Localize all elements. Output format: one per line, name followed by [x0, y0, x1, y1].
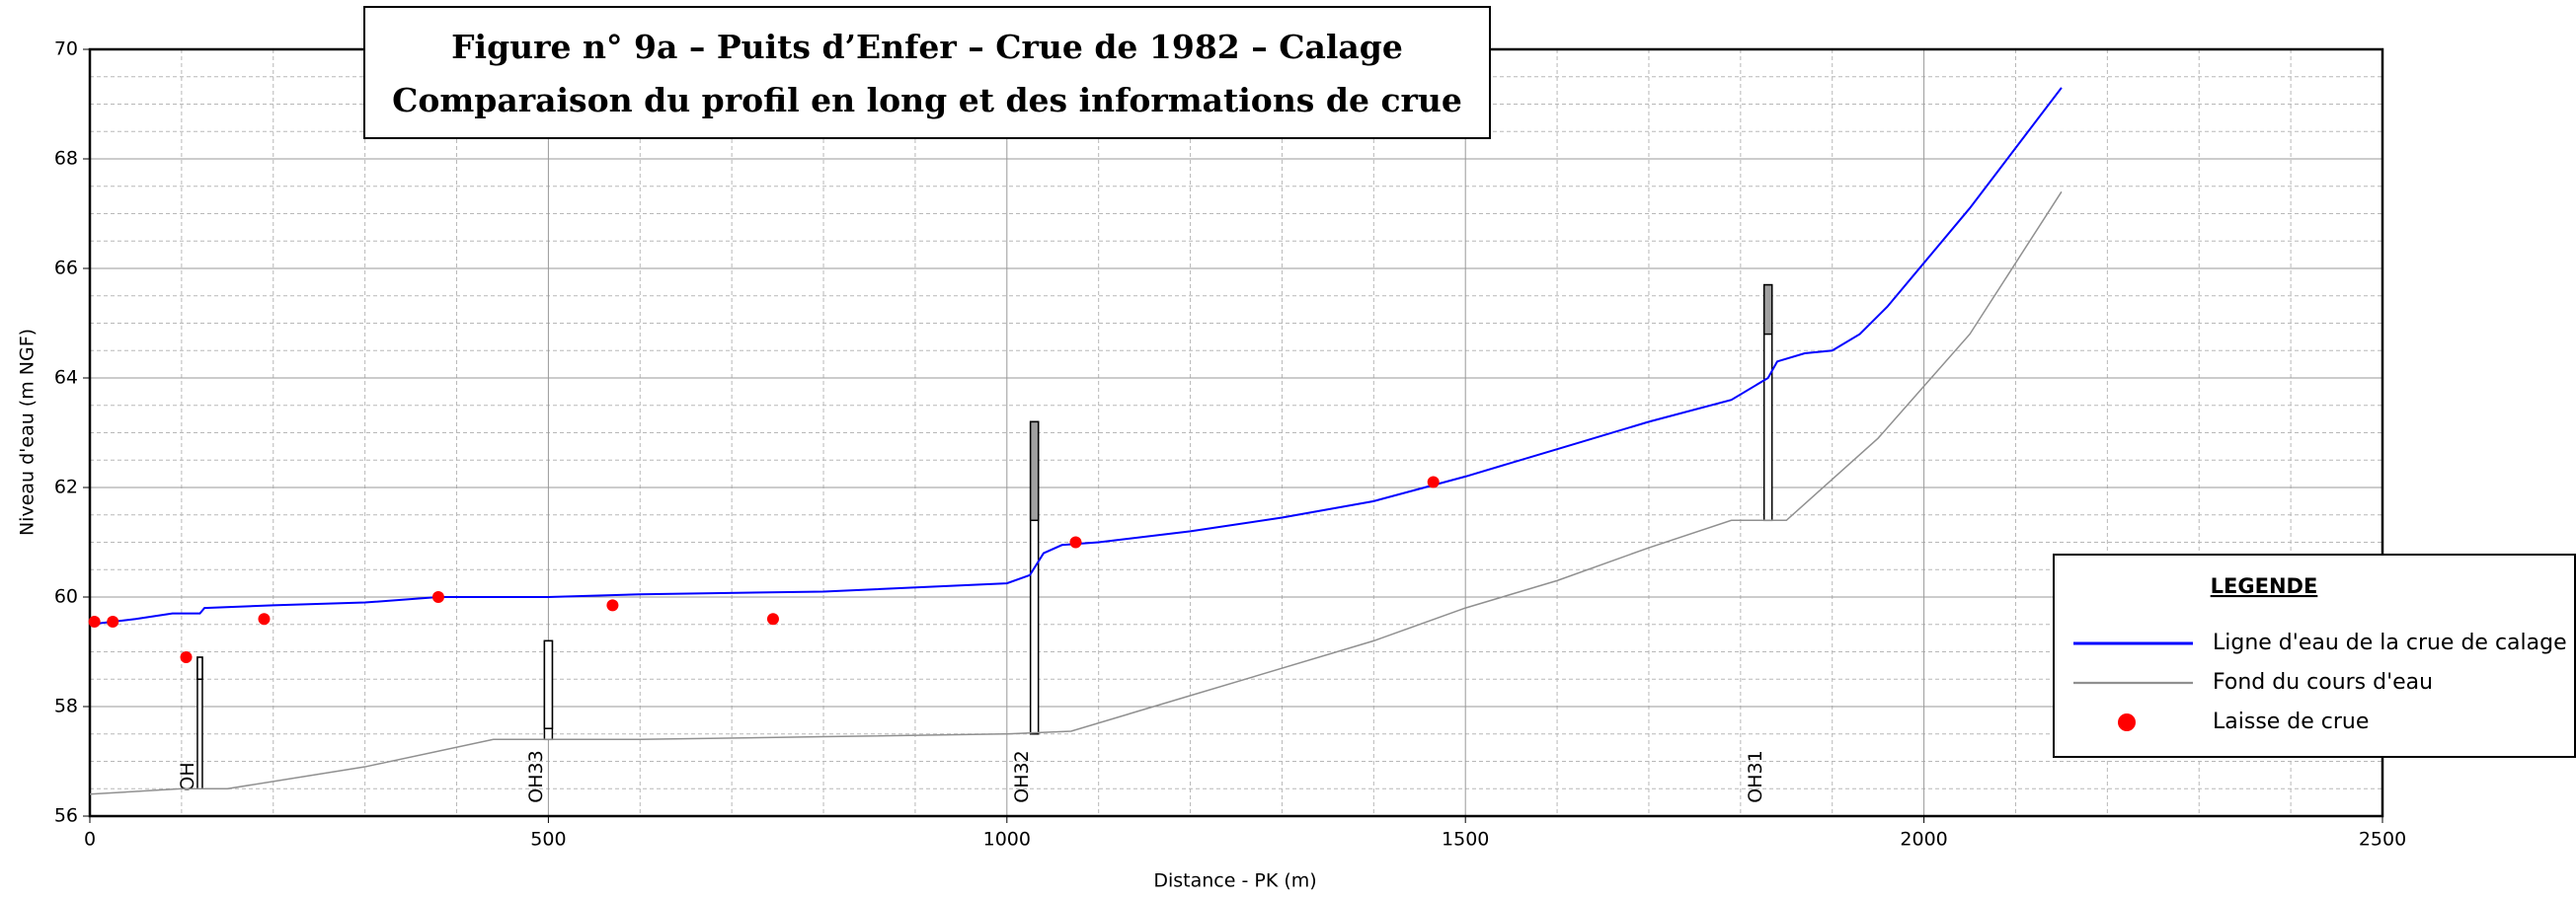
- x-tick-label: 0: [84, 829, 96, 851]
- structure-deck: [196, 656, 203, 680]
- x-tick-label: 1500: [1442, 829, 1489, 851]
- series-line: [89, 190, 2063, 795]
- y-tick-label: 60: [54, 586, 78, 608]
- data-point: [431, 591, 444, 603]
- data-point: [1427, 476, 1440, 488]
- chart-subtitle: Comparaison du profil en long et des inf…: [392, 81, 1462, 119]
- y-tick-label: 56: [54, 805, 78, 827]
- structure-deck: [1029, 420, 1040, 522]
- structure-deck: [1762, 283, 1773, 336]
- chart-title: Figure n° 9a – Puits d’Enfer – Crue de 1…: [451, 28, 1403, 66]
- structure-label: OH: [177, 762, 198, 790]
- y-tick-label: 64: [54, 367, 78, 389]
- legend-title: LEGENDE: [2211, 574, 2318, 598]
- legend: LEGENDE Ligne d'eau de la crue de calage…: [2053, 554, 2576, 758]
- legend-label: Fond du cours d'eau: [2213, 670, 2433, 695]
- legend-label: Ligne d'eau de la crue de calage: [2213, 631, 2567, 655]
- data-point: [606, 599, 619, 612]
- plot-frame: [88, 47, 2384, 818]
- structure-label: OH32: [1011, 750, 1033, 802]
- y-tick-label: 70: [54, 38, 78, 60]
- structure-label: OH33: [525, 750, 547, 802]
- x-axis-label: Distance - PK (m): [1153, 870, 1316, 892]
- x-tick-label: 1000: [983, 829, 1031, 851]
- y-tick-label: 68: [54, 148, 78, 170]
- structure-label: OH31: [1745, 750, 1766, 802]
- legend-label: Laisse de crue: [2213, 710, 2369, 734]
- plot-area: 0 500 1000 1500 2000 2500 56 58 60 62 64 66 68 70 OH OH…: [54, 38, 2406, 851]
- title-box: [363, 6, 1491, 139]
- x-tick-label: 2500: [2359, 829, 2406, 851]
- data-point: [88, 615, 101, 628]
- y-axis-label: Niveau d'eau (m NGF): [17, 329, 39, 536]
- data-point: [258, 613, 271, 626]
- x-tick-label: 2000: [1900, 829, 1947, 851]
- x-tick-label: 500: [530, 829, 566, 851]
- structure-deck: [543, 639, 554, 729]
- y-tick-label: 62: [54, 477, 78, 498]
- data-point: [180, 651, 193, 664]
- y-tick-label: 58: [54, 696, 78, 717]
- data-point: [766, 613, 779, 626]
- data-point: [107, 615, 119, 628]
- series-line: [89, 87, 2063, 626]
- y-tick-label: 66: [54, 258, 78, 279]
- data-point: [1069, 536, 1082, 549]
- legend-swatch: [2118, 713, 2136, 731]
- legend-box: [2053, 554, 2576, 758]
